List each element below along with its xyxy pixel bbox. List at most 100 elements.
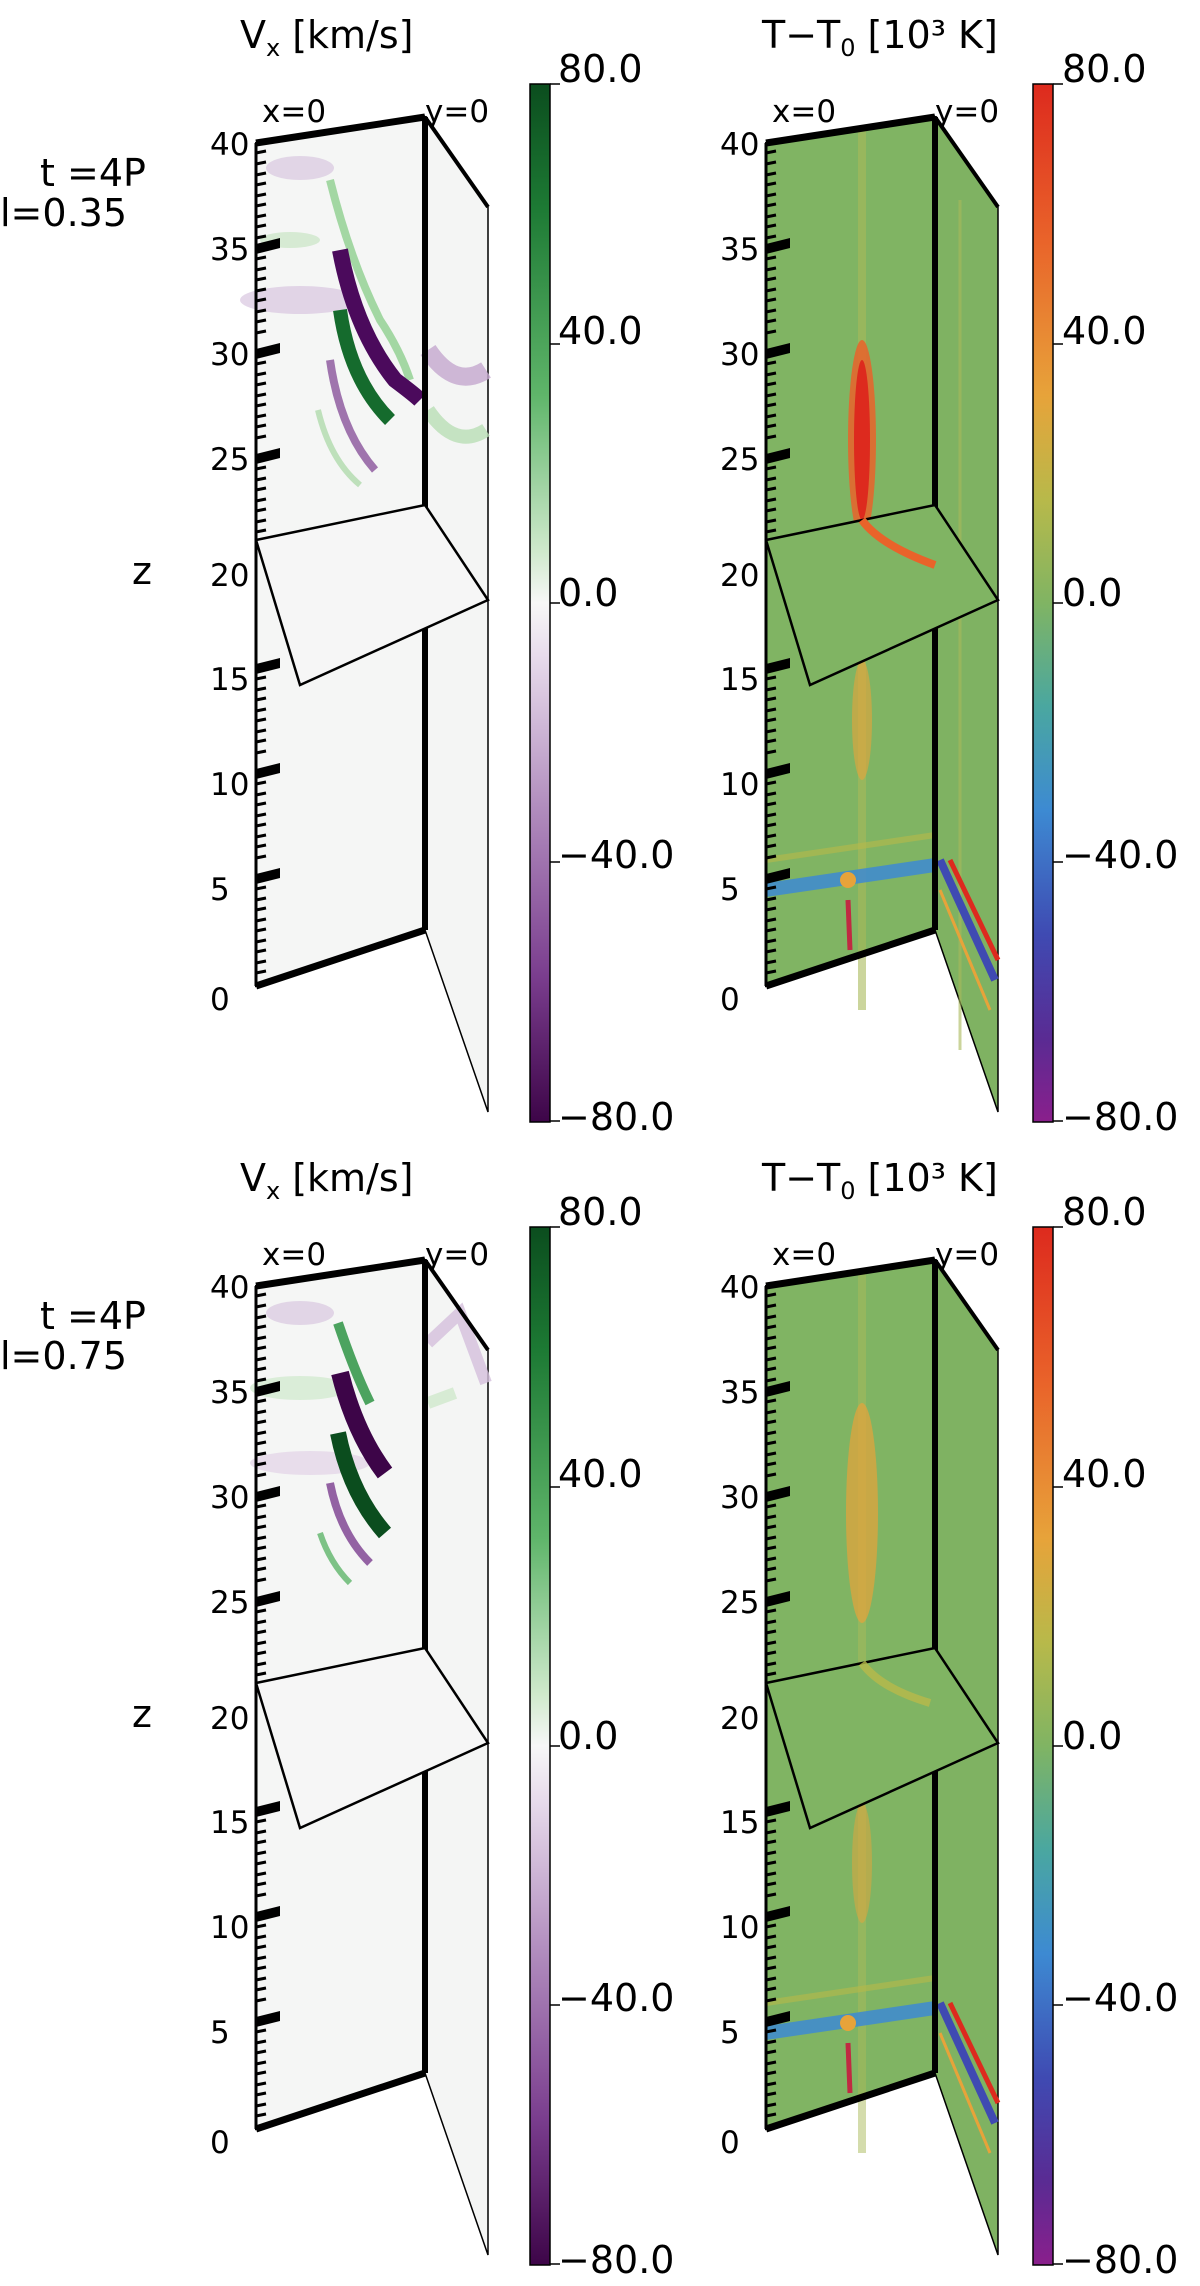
vx-feature [266, 1301, 334, 1325]
panel-vx: Vx [km/s] x=0 y=0 [210, 1156, 674, 2282]
temp-feature [936, 2001, 999, 2125]
colorbar-gradient [1032, 83, 1054, 1123]
colorbar-tick: 80.0 [558, 1190, 643, 1234]
vx-feature [250, 1376, 350, 1400]
colorbar-tick: 80.0 [558, 47, 643, 91]
row-1: t =4P l=0.35 z Vx [km/s] x=0 y=0 [0, 13, 1178, 1139]
colorbar-tick: 80.0 [1062, 47, 1147, 91]
z-tick-label: 30 [720, 1480, 759, 1516]
colorbar-vx: 80.0 40.0 0.0 −40.0 −80.0 [529, 47, 674, 1139]
colorbar-tick: 0.0 [558, 571, 618, 615]
temp-feature [858, 1660, 932, 1707]
colorbar-tick: 40.0 [558, 1452, 643, 1496]
temp-feature [947, 2001, 1001, 2105]
z-tick-label: 25 [720, 442, 759, 478]
panel-vx: Vx [km/s] x=0 y=0 [210, 13, 674, 1139]
face-label-y0: y=0 [425, 1237, 489, 1273]
z-tick-label: 30 [720, 337, 759, 373]
colorbar-vx: 80.0 40.0 0.0 −40.0 −80.0 [529, 1190, 674, 2282]
z-tick-label: 20 [210, 558, 249, 594]
temp-feature [854, 360, 870, 520]
temp-feature [936, 858, 999, 982]
z-tick-label: 35 [720, 232, 759, 268]
colorbar-temperature: 80.0 40.0 0.0 −40.0 −80.0 [1032, 47, 1178, 1139]
vx-feature [331, 1370, 393, 1479]
vx-feature [333, 309, 396, 425]
box-edge [255, 113, 426, 147]
colorbar-tick: −80.0 [558, 1095, 674, 1139]
vx-feature [240, 286, 360, 314]
box-edge [254, 926, 427, 990]
face-label-y0: y=0 [935, 1237, 999, 1273]
z-tick-label: 0 [210, 982, 230, 1018]
box-edge [764, 926, 937, 990]
row-2: t =4P l=0.75 z Vx [km/s] x=0 y=0 [0, 1156, 1178, 2282]
z-tick-label: 35 [720, 1375, 759, 1411]
slice-plane [254, 1646, 490, 1830]
temp-feature [765, 1975, 936, 2006]
z-axis-label: z [132, 549, 152, 593]
box-edge [765, 1256, 936, 1290]
temp-feature [845, 899, 853, 951]
colorbar-tick: 40.0 [558, 309, 643, 353]
z-tick-label: 5 [210, 2015, 230, 2051]
z-tick-label: 25 [210, 442, 249, 478]
vx-feature [266, 156, 334, 180]
time-label: t =4P [40, 151, 146, 195]
temp-feature [846, 1403, 878, 1623]
colorbar-tick: −80.0 [1062, 2238, 1178, 2282]
z-tick-label: 15 [210, 662, 249, 698]
z-axis: 40 35 30 25 20 15 10 5 0 [210, 127, 280, 1018]
z-axis: 40 35 30 25 20 15 10 5 0 [720, 1270, 790, 2161]
temp-feature [845, 2042, 853, 2094]
z-tick-label: 35 [210, 232, 249, 268]
z-tick-label: 0 [720, 2125, 740, 2161]
colorbar-tick: −80.0 [558, 2238, 674, 2282]
vx-feature [315, 409, 362, 488]
panel-temperature: T−T0 [10³ K] x=0 y=0 [720, 1156, 1178, 2282]
colorbar-temperature: 80.0 40.0 0.0 −40.0 −80.0 [1032, 1190, 1178, 2282]
temp-feature [858, 517, 937, 569]
colorbar-tick: 0.0 [1062, 1714, 1122, 1758]
vx-feature [420, 344, 491, 386]
temp-feature [938, 2032, 992, 2154]
box-edge [933, 115, 1000, 209]
z-tick-label: 5 [720, 2015, 740, 2051]
panel-temperature: T−T0 [10³ K] x=0 y=0 [720, 13, 1178, 1139]
l-label: l=0.35 [0, 191, 127, 235]
z-tick-label: 40 [720, 1270, 759, 1306]
z-tick-label: 15 [210, 1805, 249, 1841]
z-tick-label: 30 [210, 1480, 249, 1516]
temp-feature [938, 889, 992, 1011]
temp-feature [840, 2015, 856, 2031]
panel-title: T−T0 [10³ K] [761, 1156, 998, 1205]
vx-feature [330, 1431, 392, 1539]
vx-feature [326, 179, 414, 382]
temp-feature [765, 832, 936, 863]
z-axis-label: z [132, 1692, 152, 1736]
panel-title: Vx [km/s] [240, 13, 413, 62]
panel-title: T−T0 [10³ K] [761, 13, 998, 62]
face-label-y0: y=0 [935, 94, 999, 130]
z-axis: 40 35 30 25 20 15 10 5 0 [720, 127, 790, 1018]
colorbar-tick: −40.0 [1062, 833, 1178, 877]
slice-plane [764, 1646, 1000, 1830]
z-tick-label: 15 [720, 662, 759, 698]
z-tick-label: 25 [720, 1585, 759, 1621]
z-tick-label: 15 [720, 1805, 759, 1841]
face-label-x0: x=0 [262, 94, 326, 130]
z-tick-label: 10 [720, 1910, 759, 1946]
z-tick-label: 0 [720, 982, 740, 1018]
z-tick-label: 40 [210, 1270, 249, 1306]
z-tick-label: 10 [210, 1910, 249, 1946]
z-tick-label: 5 [210, 872, 230, 908]
l-label: l=0.75 [0, 1334, 127, 1378]
z-tick-label: 20 [720, 558, 759, 594]
z-tick-label: 5 [720, 872, 740, 908]
time-label: t =4P [40, 1294, 146, 1338]
z-tick-label: 25 [210, 1585, 249, 1621]
box-edge [254, 2069, 427, 2133]
colorbar-tick: 80.0 [1062, 1190, 1147, 1234]
z-tick-label: 10 [210, 767, 249, 803]
temp-feature [852, 1803, 872, 1923]
